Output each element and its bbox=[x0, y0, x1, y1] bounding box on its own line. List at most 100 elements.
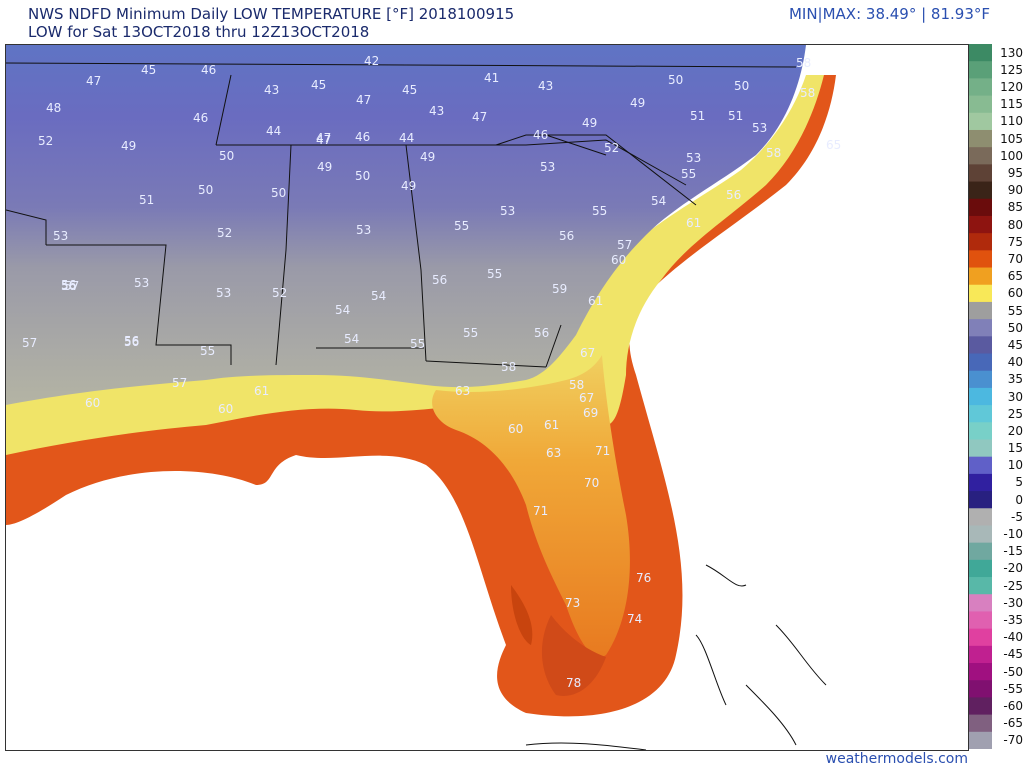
legend-swatch bbox=[969, 628, 992, 647]
temperature-value-label: 46 bbox=[193, 111, 208, 125]
temperature-value-label: 56 bbox=[726, 188, 741, 202]
temperature-value-label: 52 bbox=[604, 141, 619, 155]
legend-swatch bbox=[969, 663, 992, 681]
legend-tick-label: 120 bbox=[1000, 79, 1023, 94]
legend-swatch bbox=[969, 181, 992, 200]
legend-tick-label: -60 bbox=[1003, 699, 1023, 713]
legend-swatch bbox=[969, 405, 992, 423]
temperature-value-label: 50 bbox=[355, 169, 370, 183]
legend-tick-label: -10 bbox=[1003, 527, 1023, 542]
temperature-value-label: 51 bbox=[690, 109, 705, 123]
legend-tick-label: -30 bbox=[1003, 595, 1023, 610]
legend-tick-label: -45 bbox=[1003, 647, 1023, 662]
legend-tick-label: 40 bbox=[1007, 355, 1023, 370]
temperature-value-label: 54 bbox=[651, 194, 666, 208]
temperature-value-label: 56 bbox=[432, 273, 447, 287]
temperature-value-label: 46 bbox=[533, 128, 548, 142]
temperature-value-label: 45 bbox=[141, 63, 156, 77]
color-legend-bar bbox=[969, 44, 992, 750]
florida-tip-deep bbox=[541, 615, 606, 696]
temperature-value-label: 53 bbox=[216, 286, 231, 300]
temperature-value-label: 70 bbox=[584, 476, 599, 490]
legend-tick-label: 25 bbox=[1007, 406, 1023, 421]
temperature-value-label: 71 bbox=[533, 504, 548, 518]
min-max-readout: MIN|MAX: 38.49° | 81.93°F bbox=[788, 5, 990, 23]
temperature-value-label: 50 bbox=[219, 149, 234, 163]
legend-swatch bbox=[969, 129, 992, 148]
temperature-value-label: 60 bbox=[218, 402, 233, 416]
legend-swatch bbox=[969, 508, 992, 526]
temperature-value-label: 52 bbox=[217, 226, 232, 240]
legend-tick-label: 35 bbox=[1007, 372, 1023, 387]
temperature-value-label: 43 bbox=[429, 104, 444, 118]
florida-peninsula bbox=[432, 355, 630, 657]
legend-swatch bbox=[969, 164, 992, 183]
temperature-value-label: 58 bbox=[766, 146, 781, 160]
legend-tick-label: -65 bbox=[1003, 716, 1023, 731]
temperature-value-label: 50 bbox=[668, 73, 683, 87]
temperature-value-label: 49 bbox=[121, 139, 136, 153]
legend-tick-label: -15 bbox=[1003, 544, 1023, 559]
temperature-value-label: 63 bbox=[455, 384, 470, 398]
legend-swatch bbox=[969, 44, 992, 62]
temperature-value-label: 63 bbox=[546, 446, 561, 460]
legend-swatch bbox=[969, 250, 992, 269]
legend-swatch bbox=[969, 370, 992, 389]
legend-tick-label: 30 bbox=[1007, 389, 1023, 404]
legend-tick-label: 20 bbox=[1007, 423, 1023, 438]
temperature-value-label: 76 bbox=[636, 571, 651, 585]
legend-tick-label: 15 bbox=[1007, 441, 1023, 456]
map-canvas: 42 58 47 45 46 43 45 47 45 41 43 50 50 58 48 46 47 43 47 49… bbox=[6, 45, 841, 750]
temperature-map[interactable]: 42 58 47 45 46 43 45 47 45 41 43 50 50 58 48 46 47 43 47 49… bbox=[5, 44, 969, 751]
temperature-value-label: 53 bbox=[540, 160, 555, 174]
temperature-value-label: 67 bbox=[579, 391, 594, 405]
temperature-value-label: 60 bbox=[508, 422, 523, 436]
legend-swatch bbox=[969, 233, 992, 251]
credit-link[interactable]: weathermodels.com bbox=[825, 751, 968, 767]
legend-tick-label: 115 bbox=[1000, 97, 1023, 112]
legend-swatch bbox=[969, 198, 992, 217]
legend-tick-label: 105 bbox=[1000, 131, 1023, 146]
legend-swatch bbox=[969, 422, 992, 440]
temperature-value-label: 61 bbox=[254, 384, 269, 398]
legend-swatch bbox=[969, 301, 992, 320]
temperature-value-label: 55 bbox=[200, 344, 215, 358]
legend-tick-label: 95 bbox=[1007, 165, 1023, 180]
temperature-value-label: 58 bbox=[796, 56, 811, 70]
legend-tick-label: -5 bbox=[1011, 509, 1023, 524]
legend-tick-label: 125 bbox=[1000, 62, 1023, 77]
legend-swatch bbox=[969, 680, 992, 698]
legend-swatch bbox=[969, 611, 992, 630]
legend-tick-label: 80 bbox=[1007, 217, 1023, 232]
temperature-value-label: 46 bbox=[355, 130, 370, 144]
legend-tick-label: -35 bbox=[1003, 613, 1023, 628]
temperature-value-label: 48 bbox=[46, 101, 61, 115]
temperature-value-label: 50 bbox=[198, 183, 213, 197]
temperature-value-label: 55 bbox=[410, 337, 425, 351]
temperature-labels: 42 58 47 45 46 43 45 47 45 41 43 50 50 58 48 46 47 43 47 49… bbox=[22, 54, 841, 690]
temperature-value-label: 47 bbox=[472, 110, 487, 124]
temperature-value-label: 57 bbox=[22, 336, 37, 350]
legend-swatch bbox=[969, 319, 992, 337]
temperature-value-label: 52 bbox=[272, 286, 287, 300]
legend-swatch bbox=[969, 714, 992, 733]
temperature-value-label: 67 bbox=[580, 346, 595, 360]
legend-swatch bbox=[969, 215, 992, 234]
temperature-value-label: 55 bbox=[454, 219, 469, 233]
legend-tick-label: -25 bbox=[1003, 578, 1023, 593]
temperature-value-label: 56 bbox=[534, 326, 549, 340]
legend-swatch bbox=[969, 147, 992, 165]
temperature-value-label: 69 bbox=[583, 406, 598, 420]
temperature-value-label: 54 bbox=[344, 332, 359, 346]
gulf-dark-patch bbox=[511, 585, 533, 645]
legend-tick-label: -70 bbox=[1003, 733, 1023, 748]
temperature-value-label: 53 bbox=[752, 121, 767, 135]
legend-swatch bbox=[969, 491, 992, 509]
color-legend-swatches bbox=[969, 44, 992, 750]
temperature-value-label: 58 bbox=[800, 86, 815, 100]
legend-tick-label: 85 bbox=[1007, 200, 1023, 215]
legend-tick-label: 90 bbox=[1007, 183, 1023, 198]
temperature-value-label: 47 bbox=[316, 131, 331, 145]
legend-tick-label: -40 bbox=[1003, 630, 1023, 645]
coastal-yellow-band bbox=[6, 75, 824, 455]
